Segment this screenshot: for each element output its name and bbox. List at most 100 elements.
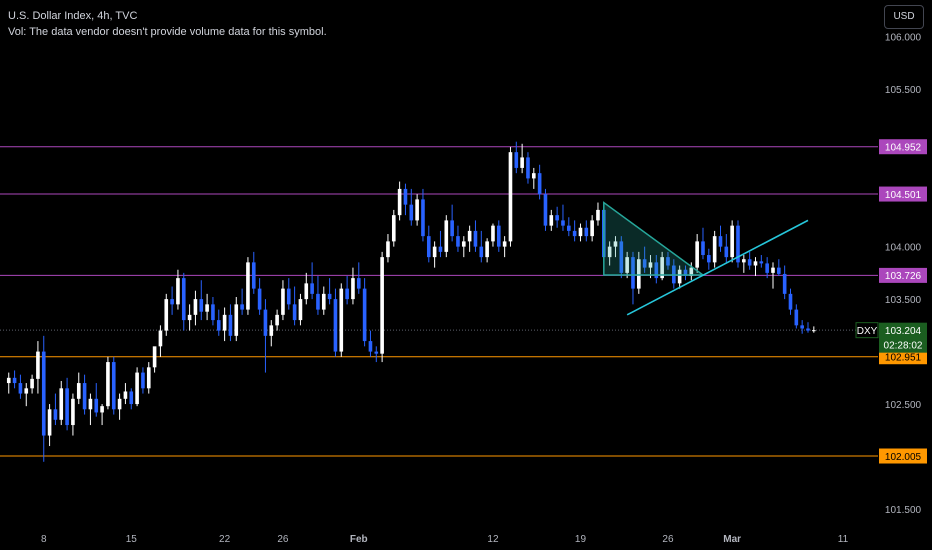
- price-tick-label: 102.500: [885, 400, 922, 411]
- candle-body: [356, 278, 361, 289]
- candle: [111, 356, 116, 415]
- candle-body: [170, 299, 174, 305]
- price-tick-label: 101.500: [885, 505, 922, 516]
- price-tick-label: 105.500: [885, 85, 922, 96]
- candle: [485, 238, 489, 263]
- time-tick-label: 15: [126, 534, 138, 545]
- resistance-3-tag: 103.726: [879, 267, 927, 283]
- candle-body: [111, 362, 116, 410]
- support-1-tag: 102.951: [879, 349, 927, 365]
- time-tick-label: 26: [277, 534, 289, 545]
- candle-body: [619, 241, 624, 273]
- candle: [572, 220, 577, 242]
- resistance-2-tag: 104.501: [879, 186, 927, 202]
- candle-body: [432, 246, 437, 258]
- time-axis: 8 15 22 26 Feb 12 19 26 Mar 11: [41, 534, 849, 545]
- candle-body: [76, 383, 81, 399]
- candle: [345, 276, 349, 305]
- candle: [432, 241, 437, 268]
- candle: [199, 280, 204, 321]
- candle-body: [199, 299, 204, 312]
- candle-body: [362, 288, 367, 342]
- candle-body: [730, 225, 734, 258]
- candle: [257, 278, 262, 315]
- candle-body: [333, 299, 338, 352]
- candle-body: [234, 304, 239, 336]
- candle-body: [637, 259, 641, 289]
- candle: [65, 377, 69, 431]
- candle-body: [765, 263, 769, 273]
- candle-body: [146, 367, 151, 389]
- candle-body: [718, 236, 723, 247]
- candle-body: [339, 288, 344, 352]
- candle-body: [596, 209, 600, 221]
- candle-body: [327, 293, 332, 300]
- candle: [187, 304, 192, 331]
- candle-body: [613, 241, 618, 247]
- level-tag-bg: [879, 349, 927, 365]
- level-tag-label: 102.005: [885, 452, 922, 463]
- current-price-label: 103.204: [885, 326, 922, 337]
- candle-body: [292, 304, 297, 321]
- candle: [520, 143, 524, 174]
- candle: [590, 215, 594, 242]
- candle: [275, 309, 279, 331]
- candle: [479, 230, 484, 263]
- candle: [298, 293, 303, 326]
- candle: [771, 262, 775, 289]
- candle-body: [88, 398, 93, 410]
- candle: [619, 236, 624, 279]
- candle-body: [625, 257, 629, 273]
- candle: [415, 194, 419, 226]
- candle-body: [584, 227, 589, 237]
- candle-body: [456, 236, 460, 247]
- candle: [176, 269, 180, 310]
- level-tag-label: 104.501: [885, 190, 922, 201]
- candle-body: [438, 246, 443, 252]
- currency-button[interactable]: USD: [884, 5, 924, 29]
- candle-body: [782, 273, 787, 294]
- candle-body: [660, 257, 664, 279]
- candle-body: [771, 267, 775, 273]
- candle-body: [30, 378, 34, 389]
- candle-body: [222, 314, 227, 331]
- candle: [24, 383, 29, 407]
- candle-body: [275, 314, 279, 326]
- candle: [41, 335, 46, 462]
- candle: [531, 167, 536, 189]
- candle: [18, 374, 23, 399]
- symbol-tag-label: DXY: [857, 326, 878, 337]
- candle: [222, 307, 227, 342]
- candle: [53, 393, 58, 426]
- candle-body: [566, 225, 571, 231]
- candle: [292, 286, 297, 326]
- time-tick-label: 11: [838, 534, 849, 545]
- candle-body: [123, 391, 128, 399]
- candle-body: [36, 351, 40, 379]
- price-axis: 106.000 105.500 104.000 103.500 102.500 101.5…: [855, 33, 927, 516]
- candle-body: [555, 215, 559, 221]
- candle: [747, 251, 752, 270]
- candle-body: [777, 267, 781, 274]
- candle-body: [806, 328, 810, 331]
- candle-body: [607, 246, 612, 258]
- candle: [788, 288, 793, 315]
- candle: [205, 293, 209, 321]
- candle: [613, 236, 618, 258]
- level-tag-bg: [879, 139, 927, 155]
- price-tick-label: 104.000: [885, 243, 922, 254]
- candle-body: [251, 262, 256, 289]
- candle-body: [736, 225, 740, 263]
- candle: [129, 388, 134, 410]
- candle: [812, 326, 816, 333]
- candle-body: [426, 236, 431, 258]
- time-tick-label: 8: [41, 534, 47, 545]
- candle: [502, 236, 507, 258]
- candle-body: [310, 283, 314, 294]
- candle: [94, 383, 99, 417]
- candle: [707, 248, 711, 270]
- candle: [146, 362, 151, 394]
- candle: [654, 255, 659, 284]
- candle-body: [106, 362, 110, 407]
